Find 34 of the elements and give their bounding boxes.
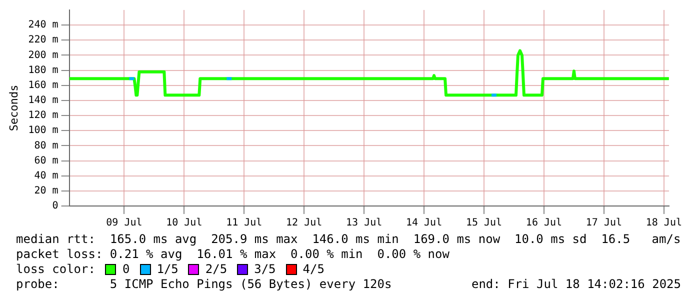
y-tick-label: 40 m <box>34 170 58 182</box>
x-tick-label: 09 Jul <box>106 218 142 229</box>
legend-label: 0 <box>122 262 130 277</box>
y-tick-label: 140 m <box>28 95 58 106</box>
x-tick-label: 15 Jul <box>466 218 502 229</box>
x-tick-label: 17 Jul <box>586 218 622 229</box>
text: packet loss: 0.21 % avg 16.01 % max 0.00 % min 0.00 % now <box>15 247 450 262</box>
y-tick-label: 80 m <box>34 140 58 152</box>
y-axis-title: Seconds <box>7 84 20 132</box>
y-tick-label: 100 m <box>28 125 58 136</box>
y-tick-label: 120 m <box>28 110 58 122</box>
text: probe: 5 ICMP Echo Pings (56 Bytes) every 120s <box>16 277 392 292</box>
y-tick-label: 20 m <box>34 186 58 197</box>
y-tick-label: 160 m <box>28 80 58 91</box>
y-tick-label: 200 m <box>28 50 58 61</box>
legend-label: 1/5 <box>156 262 178 277</box>
x-tick-label: 16 Jul <box>526 218 562 229</box>
y-tick-label: 60 m <box>34 155 58 166</box>
legend-title: loss color: <box>16 262 96 277</box>
x-tick-label: 14 Jul <box>406 218 442 229</box>
x-tick-label: 12 Jul <box>286 218 322 229</box>
legend-label: 2/5 <box>205 262 228 277</box>
x-tick-label: 18 Jul <box>646 218 682 229</box>
x-tick-label: 11 Jul <box>226 218 262 229</box>
y-tick-label: 0 <box>52 200 58 212</box>
y-tick-label: 180 m <box>28 64 58 76</box>
y-tick-label: 220 m <box>28 34 58 46</box>
legend-label: 4/5 <box>302 262 324 277</box>
text: median rtt: 165.0 ms avg 205.9 ms max 146.0 ms min 169.0 ms now 10.0 ms sd 16.5 am/s <box>15 232 682 247</box>
text: end: Fri Jul 18 14:02:16 2025 <box>471 277 681 292</box>
x-tick-label: 13 Jul <box>346 218 382 229</box>
legend-label: 3/5 <box>254 262 276 277</box>
x-tick-label: 10 Jul <box>166 218 202 229</box>
y-tick-label: 240 m <box>28 20 58 31</box>
